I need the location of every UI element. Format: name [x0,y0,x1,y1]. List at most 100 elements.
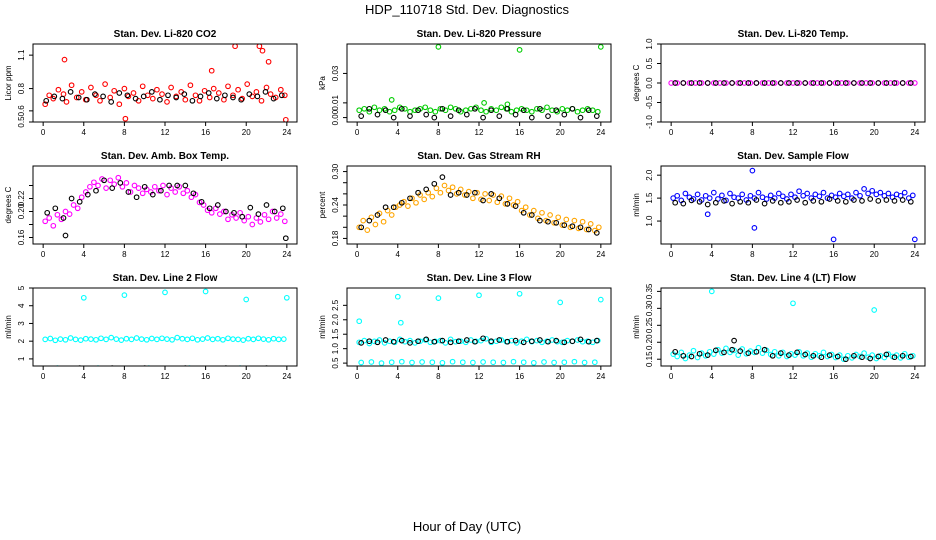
data-point [214,335,221,342]
y-tick-label: 0.5 [17,116,26,128]
data-point [802,199,809,206]
data-point [869,80,876,86]
data-point [534,337,540,344]
data-point [528,108,535,115]
data-point [826,352,833,358]
data-point [459,359,466,366]
data-point [439,174,446,180]
data-point [184,336,191,343]
data-point [368,359,375,365]
data-point [537,105,543,112]
x-tick-label: 8 [436,250,441,259]
data-points [42,174,289,242]
data-point [51,93,58,100]
data-point [802,80,809,86]
data-point [125,93,132,100]
data-point [891,198,898,204]
data-point [107,177,114,184]
data-point [753,197,760,203]
data-point [851,80,857,86]
data-point [545,113,551,119]
data-point [230,94,236,101]
data-point [98,335,104,342]
data-point [749,167,756,174]
data-point [190,190,197,197]
x-tick-label: 24 [596,128,605,137]
data-point [794,349,800,356]
data-point [60,215,67,221]
x-tick-label: 0 [669,128,674,137]
data-point [680,200,687,207]
data-point [42,218,49,225]
data-point [579,107,586,114]
data-point [810,80,817,86]
y-tick-label: 3 [17,321,26,326]
data-point [225,83,231,90]
data-point [196,97,203,104]
data-point [43,97,50,104]
data-point [402,338,408,345]
data-point [777,350,784,356]
data-point [506,195,513,202]
data-point [106,366,111,371]
data-point [452,105,459,112]
data-point [523,107,530,114]
data-point [214,202,221,208]
x-tick-label: 12 [161,250,170,259]
y-tick-label: 1.1 [17,49,26,61]
x-tick-label: 24 [910,128,919,137]
data-point [358,359,365,366]
data-point [480,114,486,121]
data-point [72,336,79,343]
data-point [253,89,260,95]
data-point [366,217,373,224]
data-point [737,198,744,205]
data-point [165,92,171,99]
data-point [68,82,75,89]
data-point [488,107,495,114]
data-point [834,198,841,204]
data-point [130,90,137,96]
x-tick-label: 0 [41,128,46,137]
data-point [119,365,121,366]
x-tick-label: 16 [515,372,524,381]
data-point [512,203,519,209]
x-tick-label: 4 [710,250,715,259]
data-points [42,288,290,371]
data-point [561,111,568,118]
data-point [282,116,289,122]
data-point [488,191,495,197]
data-point [528,212,535,218]
data-point [865,190,871,197]
data-point [204,335,211,341]
data-point [63,99,70,105]
data-point [162,289,168,296]
x-tick-label: 24 [596,372,605,381]
data-point [67,335,74,341]
data-point [102,81,108,87]
data-point [455,338,462,345]
y-axis-label: ml/min [4,315,13,339]
data-point [197,366,202,371]
data-point [668,80,675,86]
data-point [834,80,841,86]
data-point [539,209,545,216]
chart-title: Stan. Dev. Gas Stream RH [417,151,540,162]
data-point [551,219,557,226]
data-point [82,335,89,342]
data-point [514,198,521,205]
data-point [172,189,179,195]
x-tick-label: 8 [750,250,755,259]
data-point [42,101,49,108]
x-tick-label: 8 [436,128,441,137]
data-point [569,223,576,230]
data-point [597,44,604,50]
data-point [108,334,115,341]
data-point [158,187,164,194]
data-point [899,197,906,203]
data-point [851,352,857,359]
y-tick-label: 0.35 [645,283,654,299]
x-tick-label: 12 [475,250,484,259]
y-tick-label: 5 [17,285,26,290]
data-point [412,107,418,114]
